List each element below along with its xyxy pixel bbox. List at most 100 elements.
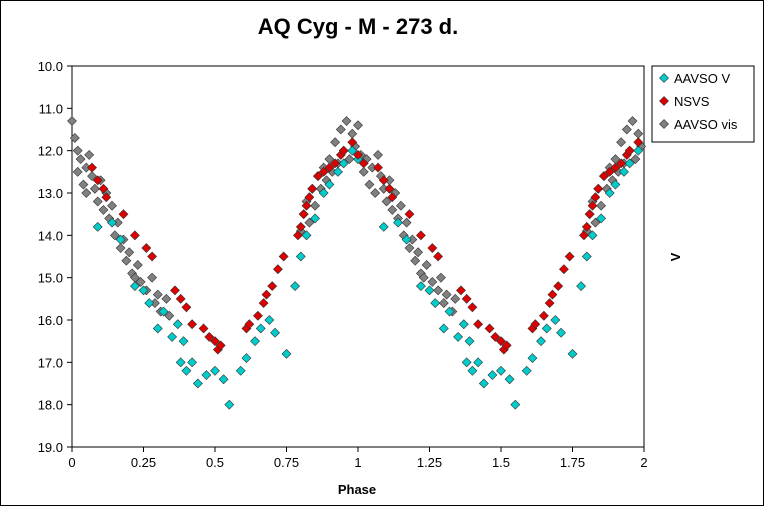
point-aavso-vis [387,205,398,215]
point-aavso-v [255,323,266,334]
point-nsvs [338,145,349,156]
point-aavso-v [264,315,275,325]
point-aavso-vis [67,116,77,126]
point-nsvs [501,340,512,351]
point-aavso-vis [373,149,383,160]
point-aavso-vis [344,154,355,165]
legend-marker-aavso-v [659,73,669,83]
point-nsvs [258,298,269,308]
y-tick-label: 18.0 [38,398,63,413]
point-nsvs [579,230,589,241]
point-aavso-v [567,348,578,359]
data-points [67,116,647,410]
point-aavso-v [496,365,506,376]
point-aavso-v [596,213,607,224]
point-nsvs [404,209,415,220]
point-nsvs [587,200,598,211]
point-aavso-vis [404,243,415,253]
point-aavso-vis [164,310,175,321]
point-aavso-v [144,298,155,308]
point-aavso-v [201,370,212,380]
point-nsvs [198,323,209,334]
point-aavso-vis [438,298,449,308]
point-nsvs [590,192,601,203]
x-axis-label: Phase [338,482,376,497]
point-nsvs [496,336,506,347]
point-aavso-vis [124,247,135,258]
point-nsvs [101,192,112,203]
x-tick-label: 1.5 [492,455,510,470]
point-aavso-vis [84,149,95,160]
point-aavso-v [550,315,561,325]
y-tick-label: 19.0 [38,440,63,455]
point-nsvs [593,183,604,194]
point-aavso-v [310,213,321,224]
point-aavso-vis [107,200,117,211]
point-aavso-v [338,158,349,169]
point-nsvs [427,243,438,253]
point-aavso-vis [89,183,100,194]
point-aavso-vis [427,276,438,287]
point-nsvs [384,183,395,194]
point-nsvs [98,183,109,194]
x-tick-label: 0.75 [274,455,299,470]
point-aavso-v [576,281,587,292]
point-nsvs [252,310,263,321]
point-aavso-v [129,281,140,292]
point-nsvs [484,323,495,334]
point-aavso-v [587,230,598,241]
chart-title: AQ Cyg - M - 273 d. [258,14,458,39]
point-nsvs [415,230,426,241]
x-tick-label: 0.5 [206,455,224,470]
point-aavso-vis [92,196,103,207]
y-tick-label: 15.0 [38,271,63,286]
point-aavso-v [210,365,220,376]
point-aavso-vis [395,200,406,211]
point-nsvs [147,251,158,262]
point-aavso-v [290,281,301,292]
point-nsvs [584,209,595,220]
point-aavso-v [152,323,163,334]
point-aavso-vis [433,285,444,296]
point-aavso-vis [115,243,126,253]
point-aavso-v [461,357,472,368]
point-aavso-v [378,221,389,232]
y-tick-label: 10.0 [38,59,63,74]
point-aavso-v [138,285,149,296]
point-nsvs [324,162,335,173]
point-aavso-v [401,234,412,245]
point-aavso-v [178,336,189,347]
y-tick-label: 12.0 [38,144,63,159]
point-aavso-v [467,365,478,376]
point-aavso-vis [87,171,97,181]
point-nsvs [599,171,609,181]
point-aavso-vis [450,293,461,304]
point-aavso-vis [341,116,352,126]
point-aavso-v [115,234,126,245]
point-aavso-v [453,332,464,342]
point-nsvs [118,209,129,220]
point-aavso-v [192,378,203,389]
point-aavso-vis [627,116,638,126]
point-aavso-vis [121,255,132,266]
point-nsvs [244,319,255,330]
x-tick-label: 0 [68,455,75,470]
x-tick-label: 2 [640,455,647,470]
point-nsvs [616,158,627,169]
point-aavso-vis [401,217,412,228]
point-aavso-vis [69,133,80,143]
y-tick-label: 13.0 [38,186,63,201]
point-nsvs [92,175,103,186]
point-aavso-v [187,357,198,368]
point-aavso-vis [418,272,429,283]
point-nsvs [530,319,541,330]
point-nsvs [298,209,309,220]
point-nsvs [304,192,315,203]
point-nsvs [272,264,283,275]
point-aavso-vis [590,217,601,228]
point-aavso-vis [410,255,421,266]
point-nsvs [301,200,312,211]
point-nsvs [204,332,215,342]
point-nsvs [624,145,635,156]
point-nsvs [181,302,192,313]
